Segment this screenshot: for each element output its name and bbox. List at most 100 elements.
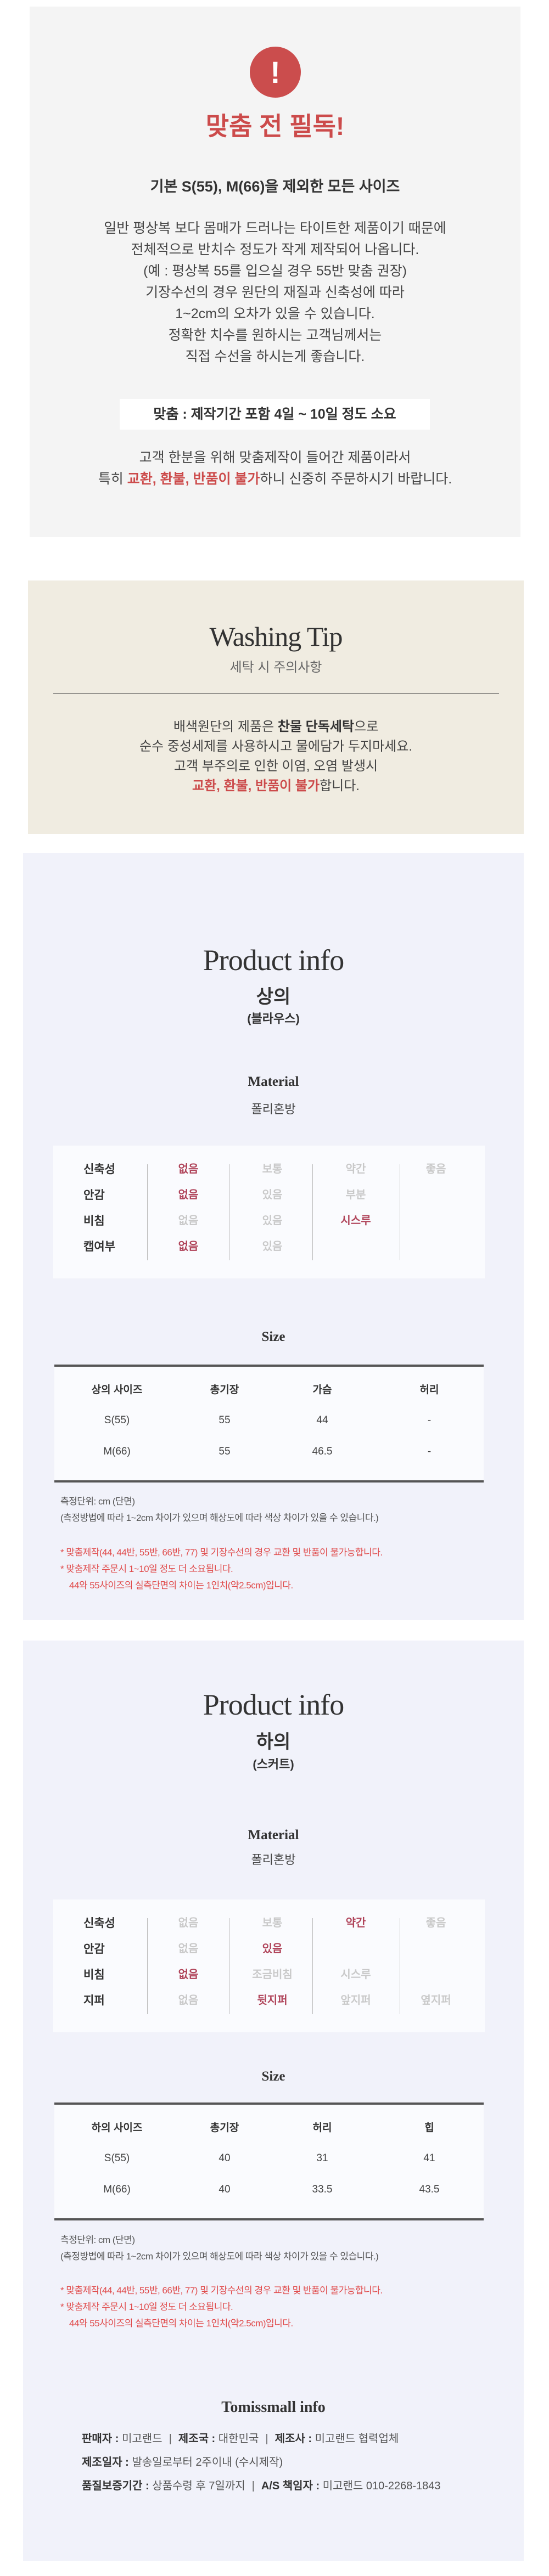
as-value: 미고랜드 010-2268-1843 bbox=[322, 2480, 441, 2492]
measurement-notes: 측정단위: cm (단면) (측정방법에 따라 1~2cm 차이가 있으며 해상도… bbox=[60, 2232, 379, 2265]
date-value: 발송일로부터 2주이내 (수시제작) bbox=[132, 2456, 283, 2468]
attribute-row: 안감 없음 있음 bbox=[53, 1936, 485, 1962]
warning-note: * 맞춤제작 주문시 1~10일 정도 더 소요됩니다. bbox=[60, 2302, 233, 2312]
attribute-option: 있음 bbox=[262, 1215, 283, 1227]
notice-line: (예 : 평상복 55를 입으실 경우 55반 맞춤 권장) bbox=[143, 263, 407, 279]
attribute-option: 있음 bbox=[262, 1241, 283, 1253]
attribute-option-selected: 없음 bbox=[178, 1241, 199, 1253]
notice-line: 직접 수선을 하시는게 좋습니다. bbox=[185, 349, 365, 364]
washing-tip: Washing Tip 세탁 시 주의사항 배색원단의 제품은 찬물 단독세탁으… bbox=[28, 580, 524, 834]
attribute-row: 신축성 없음 보통 약간 좋음 bbox=[53, 1157, 485, 1182]
closing-prefix: 특히 bbox=[98, 471, 127, 487]
attribute-row: 안감 없음 있음 부분 bbox=[53, 1182, 485, 1208]
attribute-option-selected: 없음 bbox=[178, 1189, 199, 1201]
size-cell: 41 bbox=[423, 2152, 435, 2164]
washing-line: 배색원단의 제품은 찬물 단독세탁으로 bbox=[28, 717, 524, 737]
separator: | bbox=[169, 2433, 172, 2445]
washing-line: 교환, 환불, 반품이 불가합니다. bbox=[28, 776, 524, 796]
notice-line: 1~2cm의 오차가 있을 수 있습니다. bbox=[175, 306, 375, 322]
closing-line: 특히 교환, 환불, 반품이 불가하니 신중히 주문하시기 바랍니다. bbox=[30, 469, 520, 490]
attribute-option: 앞지퍼 bbox=[340, 1994, 371, 2006]
attribute-label: 안감 bbox=[83, 1189, 105, 1202]
warning-note: 44와 55사이즈의 실측단면의 차이는 1인치(약2.5cm)입니다. bbox=[69, 1580, 293, 1591]
warning-note: 44와 55사이즈의 실측단면의 차이는 1인치(약2.5cm)입니다. bbox=[69, 2318, 293, 2329]
attribute-row: 캡여부 없음 있음 bbox=[53, 1234, 485, 1260]
product-info-title: Product info bbox=[203, 944, 344, 977]
notice-title: 맞춤 전 필독! bbox=[205, 112, 345, 140]
no-refund-warning: 교환, 환불, 반품이 불가 bbox=[127, 471, 260, 487]
text: 으로 bbox=[354, 719, 379, 734]
attribute-option-selected: 약간 bbox=[345, 1917, 366, 1929]
note-line: 측정단위: cm (단면) bbox=[60, 2235, 135, 2245]
attribute-option-selected: 뒷지퍼 bbox=[257, 1994, 288, 2006]
product-info-top: Product info 상의 (블라우스) Material 폴리혼방 신축성 없음 보통 약… bbox=[23, 853, 524, 1620]
warranty-value: 상품수령 후 7일까지 bbox=[152, 2480, 245, 2492]
size-cell: 44 bbox=[316, 1414, 328, 1426]
no-refund-warning: 교환, 환불, 반품이 불가 bbox=[192, 779, 320, 793]
warranty-label: 품질보증기간 : bbox=[82, 2480, 149, 2492]
custom-order-notes: * 맞춤제작(44, 44반, 55반, 66반, 77) 및 기장수선의 경우… bbox=[60, 1545, 383, 1594]
attribute-option: 없음 bbox=[178, 1917, 199, 1929]
attribute-label: 비침 bbox=[83, 1215, 105, 1227]
size-cell: M(66) bbox=[103, 2183, 131, 2195]
attribute-label: 지퍼 bbox=[83, 1994, 105, 2007]
attribute-row: 지퍼 없음 뒷지퍼 앞지퍼 옆지퍼 bbox=[53, 1988, 485, 2014]
size-cell: 55 bbox=[219, 1414, 231, 1426]
size-cell: 46.5 bbox=[312, 1445, 333, 1457]
size-table-row: M(66) 55 46.5 - bbox=[54, 1436, 484, 1467]
lead-time-box: 맞춤 : 제작기간 포함 4일 ~ 10일 정도 소요 bbox=[120, 399, 430, 430]
text: 배색원단의 제품은 bbox=[173, 719, 278, 734]
product-info-title: Product info bbox=[203, 1688, 344, 1721]
closing-suffix: 하니 신중히 주문하시기 바랍니다. bbox=[260, 471, 452, 487]
size-table: 하의 사이즈 총기장 허리 힙 S(55) 40 31 41 M(66) 40 33.5 43.5 bbox=[54, 2102, 484, 2220]
size-heading: Size bbox=[261, 2069, 285, 2084]
warning-note: * 맞춤제작 주문시 1~10일 정도 더 소요됩니다. bbox=[60, 1564, 233, 1574]
as-label: A/S 책임자 : bbox=[261, 2480, 320, 2492]
attribute-option: 약간 bbox=[345, 1163, 366, 1175]
size-cell: M(66) bbox=[103, 1445, 131, 1457]
material-value: 폴리혼방 bbox=[251, 1853, 296, 1867]
column-header: 가슴 bbox=[312, 1384, 332, 1396]
attribute-option-selected: 시스루 bbox=[340, 1215, 371, 1227]
product-category: 하의 bbox=[256, 1732, 291, 1752]
size-table-row: M(66) 40 33.5 43.5 bbox=[54, 2174, 484, 2205]
seller-label: 판매자 : bbox=[82, 2433, 119, 2445]
date-label: 제조일자 : bbox=[82, 2456, 129, 2468]
note-line: 측정단위: cm (단면) bbox=[60, 1496, 135, 1507]
column-header: 상의 사이즈 bbox=[91, 1384, 143, 1396]
shop-info-title: Tomissmall info bbox=[221, 2399, 326, 2416]
attribute-label: 신축성 bbox=[83, 1917, 115, 1930]
column-header: 총기장 bbox=[210, 1384, 239, 1396]
size-table-row: S(55) 40 31 41 bbox=[54, 2143, 484, 2174]
text: 합니다. bbox=[320, 779, 360, 793]
material-heading: Material bbox=[248, 1074, 299, 1089]
custom-order-notice: ! 맞춤 전 필독! 기본 S(55), M(66)을 제외한 모든 사이즈 일… bbox=[30, 7, 520, 537]
measurement-notes: 측정단위: cm (단면) (측정방법에 따라 1~2cm 차이가 있으며 해상도… bbox=[60, 1493, 379, 1526]
notice-closing: 고객 한분을 위해 맞춤제작이 들어간 제품이라서 특히 교환, 환불, 반품이… bbox=[30, 447, 520, 490]
material-value: 폴리혼방 bbox=[251, 1102, 296, 1116]
size-cell: 40 bbox=[219, 2183, 231, 2195]
size-cell: 43.5 bbox=[419, 2183, 440, 2195]
shop-info-line: 판매자 : 미고랜드 | 제조국 : 대한민국 | 제조사 : 미고랜드 협력업체 bbox=[82, 2427, 441, 2451]
attribute-option: 있음 bbox=[262, 1189, 283, 1201]
exclamation-icon: ! bbox=[250, 47, 301, 98]
washing-text: 배색원단의 제품은 찬물 단독세탁으로 순수 중성세제를 사용하시고 물에담가 … bbox=[28, 717, 524, 796]
size-table-header: 하의 사이즈 총기장 허리 힙 bbox=[54, 2111, 484, 2143]
attribute-option: 없음 bbox=[178, 1943, 199, 1955]
product-info-bottom: Product info 하의 (스커트) Material 폴리혼방 신축성 없음 보통 약간… bbox=[23, 1641, 524, 2561]
country-value: 대한민국 bbox=[218, 2433, 259, 2445]
column-header: 총기장 bbox=[210, 2122, 239, 2134]
column-header: 하의 사이즈 bbox=[91, 2122, 143, 2134]
size-cell: - bbox=[427, 1445, 432, 1457]
shop-info-line: 품질보증기간 : 상품수령 후 7일까지 | A/S 책임자 : 미고랜드 010-… bbox=[82, 2474, 441, 2498]
washing-title: Washing Tip bbox=[209, 621, 343, 652]
column-divider bbox=[312, 1164, 313, 1260]
attribute-label: 비침 bbox=[83, 1969, 105, 1981]
attribute-option: 부분 bbox=[345, 1189, 366, 1201]
product-category: 상의 bbox=[256, 987, 291, 1007]
attribute-table: 신축성 없음 보통 약간 좋음 안감 없음 있음 비침 없음 조금비침 시스루 지퍼 없음 뒷지퍼 앞지퍼 옆지… bbox=[53, 1899, 485, 2032]
size-table-header: 상의 사이즈 총기장 가슴 허리 bbox=[54, 1373, 484, 1405]
column-header: 힙 bbox=[424, 2122, 434, 2134]
closing-line: 고객 한분을 위해 맞춤제작이 들어간 제품이라서 bbox=[139, 450, 411, 465]
attribute-row: 비침 없음 있음 시스루 bbox=[53, 1208, 485, 1234]
